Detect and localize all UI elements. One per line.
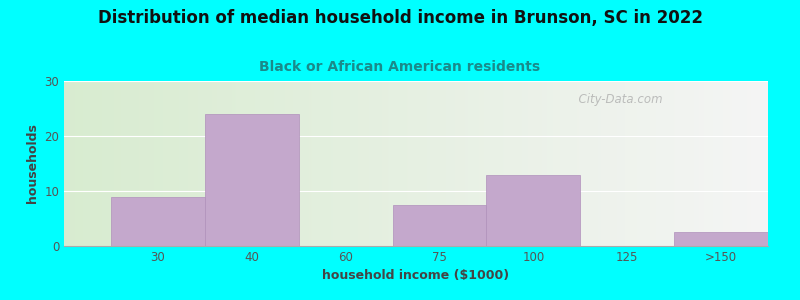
X-axis label: household income ($1000): household income ($1000) xyxy=(322,269,510,282)
Bar xyxy=(674,232,768,246)
Bar xyxy=(205,114,298,246)
Bar xyxy=(111,196,205,246)
Bar xyxy=(393,205,486,246)
Text: Black or African American residents: Black or African American residents xyxy=(259,60,541,74)
Text: City-Data.com: City-Data.com xyxy=(571,92,662,106)
Text: Distribution of median household income in Brunson, SC in 2022: Distribution of median household income … xyxy=(98,9,702,27)
Bar xyxy=(486,175,580,246)
Y-axis label: households: households xyxy=(26,124,38,203)
